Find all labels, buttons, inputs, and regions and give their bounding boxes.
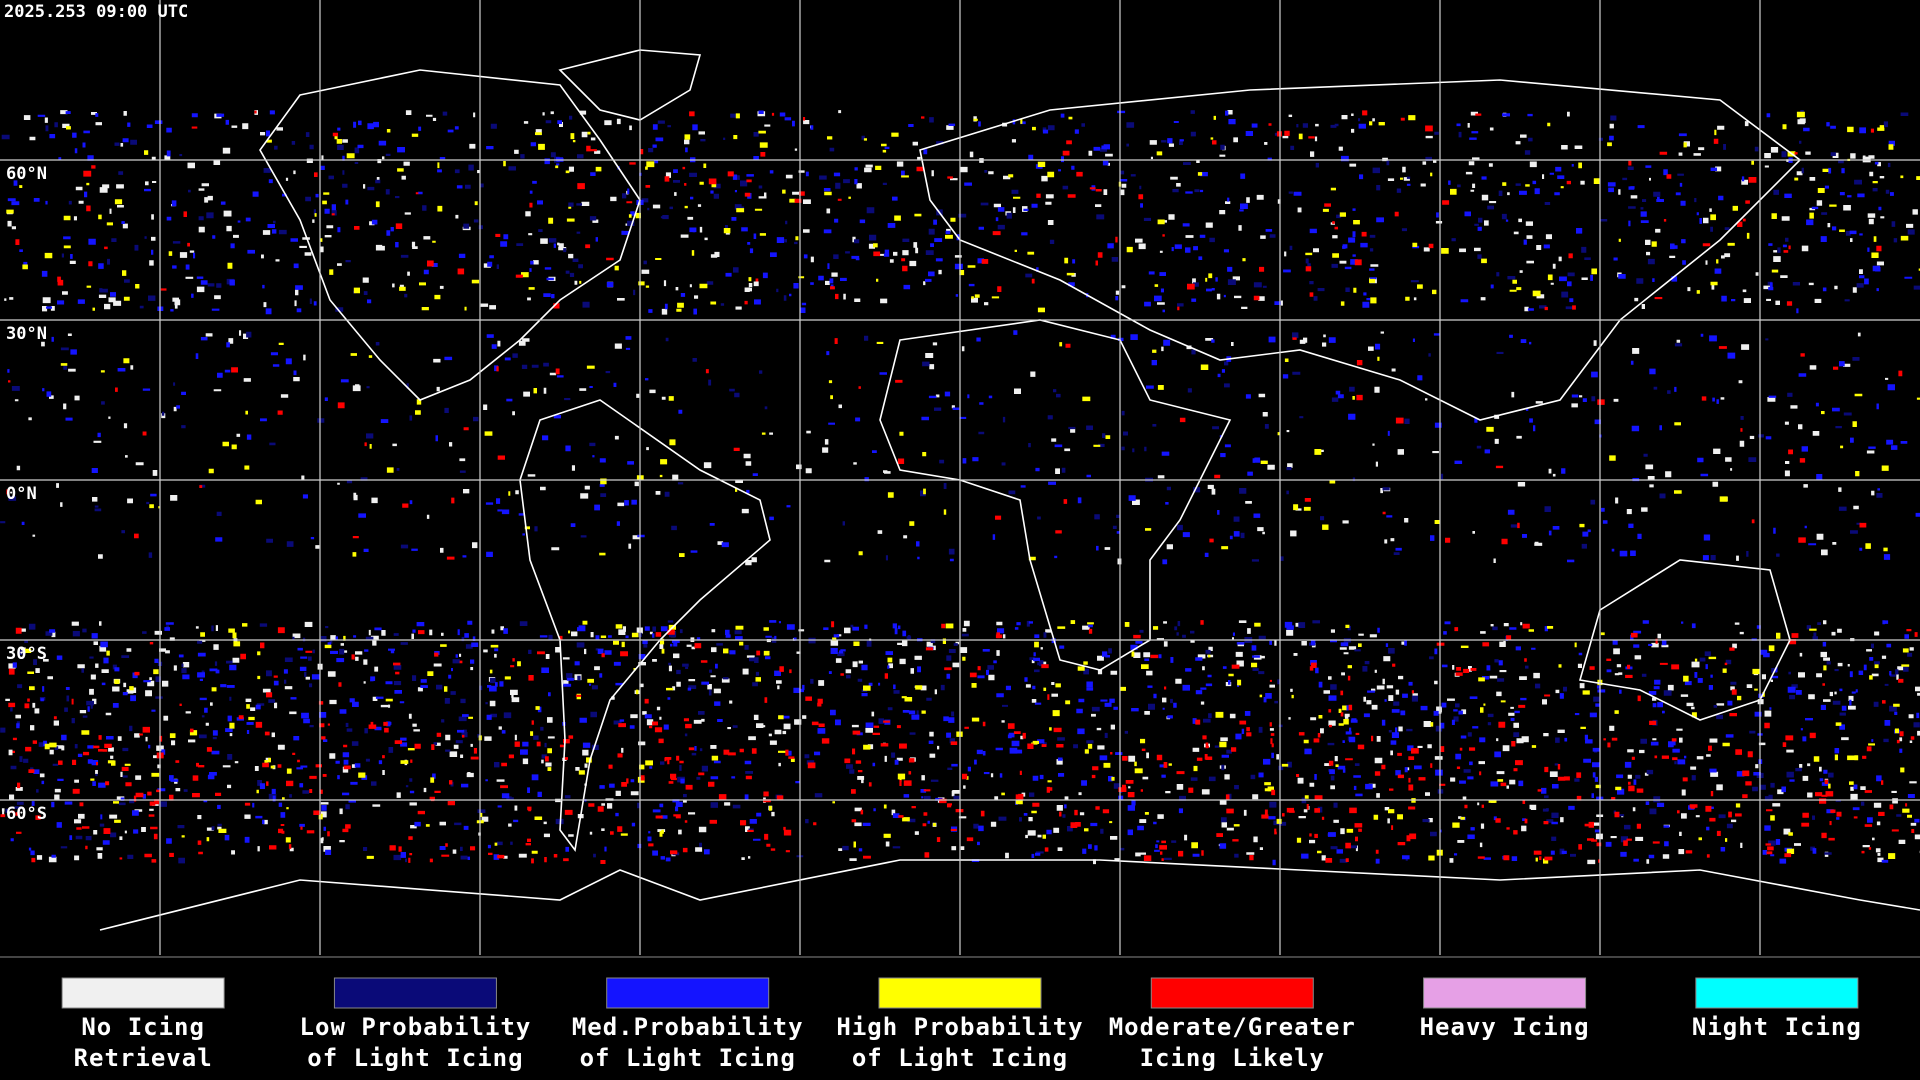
legend-label: Night Icing [1692,1013,1862,1041]
legend-swatch [333,977,497,1009]
legend-label: Moderate/Greater [1109,1013,1356,1041]
latitude-labels: 60°N 30°N 0°N 30°S 60°S [6,164,47,824]
north-america [259,69,641,401]
latitude-label: 60°N [6,164,47,184]
south-america [519,399,771,852]
legend-swatch [1695,977,1859,1009]
legend-label: Heavy Icing [1420,1013,1590,1041]
antarctica [99,859,1920,931]
legend: No Icing Retrieval Low Probability of Light… [61,977,1862,1072]
latitude-label: 30°N [6,324,47,344]
latitude-label: 30°S [6,644,47,664]
graticule [0,0,1920,955]
legend-label: Icing Likely [1140,1044,1325,1072]
legend-label: Med.Probability [572,1013,804,1041]
legend-label: Low Probability [300,1013,532,1041]
latitude-label: 60°S [6,804,47,824]
legend-label: High Probability [836,1013,1083,1041]
legend-label: No Icing [81,1013,205,1041]
legend-swatch [606,977,770,1009]
legend-label: of Light Icing [307,1044,523,1072]
legend-swatch [1423,977,1587,1009]
legend-label: of Light Icing [852,1044,1068,1072]
legend-label: Retrieval [74,1044,213,1072]
legend-swatch [878,977,1042,1009]
legend-label: of Light Icing [580,1044,796,1072]
legend-swatch [61,977,225,1009]
latitude-label: 0°N [6,484,37,504]
timestamp: 2025.253 09:00 UTC [4,2,188,22]
africa [879,319,1232,671]
legend-swatch [1150,977,1314,1009]
eurasia [919,79,1802,421]
